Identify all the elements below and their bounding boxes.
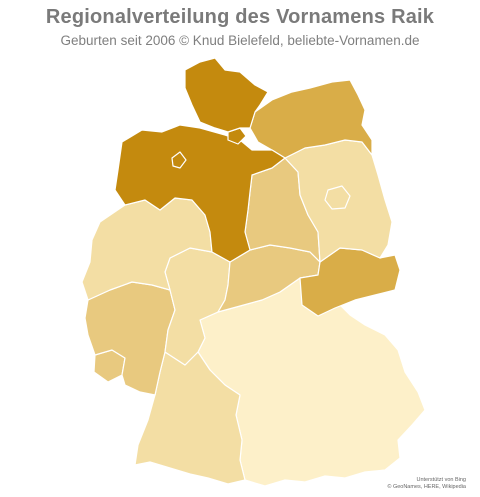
map-title: Regionalverteilung des Vornamens Raik	[45, 6, 435, 28]
map-subtitle: Geburten seit 2006 © Knud Bielefeld, bel…	[60, 33, 420, 48]
attribution-line-bing: Unterstützt von Bing	[416, 477, 466, 483]
region-schleswig-holstein	[184, 57, 269, 133]
region-berlin	[324, 185, 351, 210]
region-niedersachsen	[114, 124, 286, 263]
map-attribution: Unterstützt von Bing © GeoNames, HERE, W…	[387, 477, 466, 491]
region-baden-wuerttemberg	[134, 351, 246, 485]
attribution-line-sources: © GeoNames, HERE, Wikipedia	[387, 484, 466, 490]
region-bremen	[171, 151, 187, 169]
